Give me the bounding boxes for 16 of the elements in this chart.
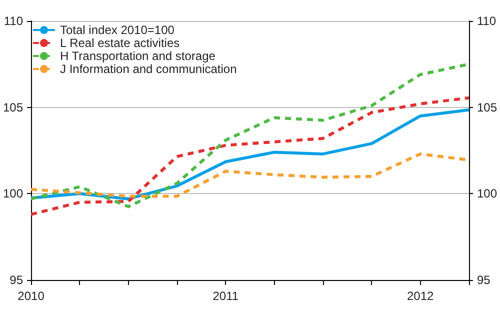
x-tick-label: 2010 — [18, 289, 45, 303]
y2-tick-label: 95 — [476, 273, 491, 287]
y-tick-label: 95 — [10, 273, 24, 287]
y2-tick-label: 105 — [476, 100, 498, 114]
legend-label: H Transportation and storage — [60, 49, 216, 63]
x-tick-label: 2012 — [406, 289, 434, 303]
y-tick-label: 105 — [2, 100, 24, 114]
y2-tick-label: 110 — [476, 14, 496, 28]
y-tick-label: 100 — [2, 186, 24, 201]
x-tick-label: 2011 — [212, 289, 239, 303]
legend-label: Total index 2010=100 — [60, 23, 175, 37]
y2-tick-label: 100 — [476, 186, 498, 201]
legend-label: L Real estate activities — [60, 36, 180, 50]
line-series — [30, 96, 470, 216]
y-tick-label: 110 — [4, 14, 24, 28]
legend-label: J Information and communication — [60, 62, 237, 76]
